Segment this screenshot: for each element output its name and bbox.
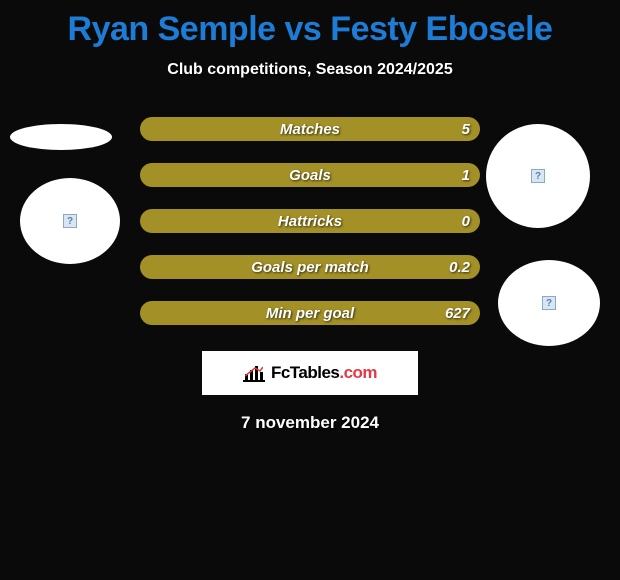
player2-photo-bottom: ? <box>498 260 600 346</box>
stat-value-right: 0.2 <box>449 259 470 276</box>
stat-label: Min per goal <box>266 305 354 322</box>
stat-row-goals: Goals 1 <box>140 163 480 187</box>
chart-icon <box>243 364 265 382</box>
stat-row-goals-per-match: Goals per match 0.2 <box>140 255 480 279</box>
stat-value-right: 5 <box>462 121 470 138</box>
player1-photo-bottom: ? <box>20 178 120 264</box>
snapshot-date: 7 november 2024 <box>0 413 620 433</box>
stat-row-hattricks: Hattricks 0 <box>140 209 480 233</box>
stat-value-right: 627 <box>445 305 470 322</box>
vs-separator: vs <box>285 10 322 48</box>
stat-row-min-per-goal: Min per goal 627 <box>140 301 480 325</box>
stat-label: Hattricks <box>278 213 342 230</box>
placeholder-image-icon: ? <box>63 214 77 228</box>
player2-name: Festy Ebosele <box>330 10 552 48</box>
stats-container: Matches 5 Goals 1 Hattricks 0 Goals per … <box>140 117 480 325</box>
player2-photo-top: ? <box>486 124 590 228</box>
stat-value-right: 0 <box>462 213 470 230</box>
logo-prefix: FcTables <box>271 363 339 382</box>
logo-suffix: .com <box>339 363 377 382</box>
stat-label: Goals <box>289 167 331 184</box>
logo-text: FcTables.com <box>271 363 377 383</box>
stat-label: Goals per match <box>251 259 369 276</box>
placeholder-image-icon: ? <box>531 169 545 183</box>
fctables-logo-banner: FcTables.com <box>202 351 418 395</box>
stat-row-matches: Matches 5 <box>140 117 480 141</box>
placeholder-image-icon: ? <box>542 296 556 310</box>
stat-label: Matches <box>280 121 340 138</box>
competition-subtitle: Club competitions, Season 2024/2025 <box>0 61 620 79</box>
stat-value-right: 1 <box>462 167 470 184</box>
player1-name: Ryan Semple <box>68 10 276 48</box>
comparison-title: Ryan Semple vs Festy Ebosele <box>0 0 620 49</box>
player1-photo-top <box>10 124 112 150</box>
